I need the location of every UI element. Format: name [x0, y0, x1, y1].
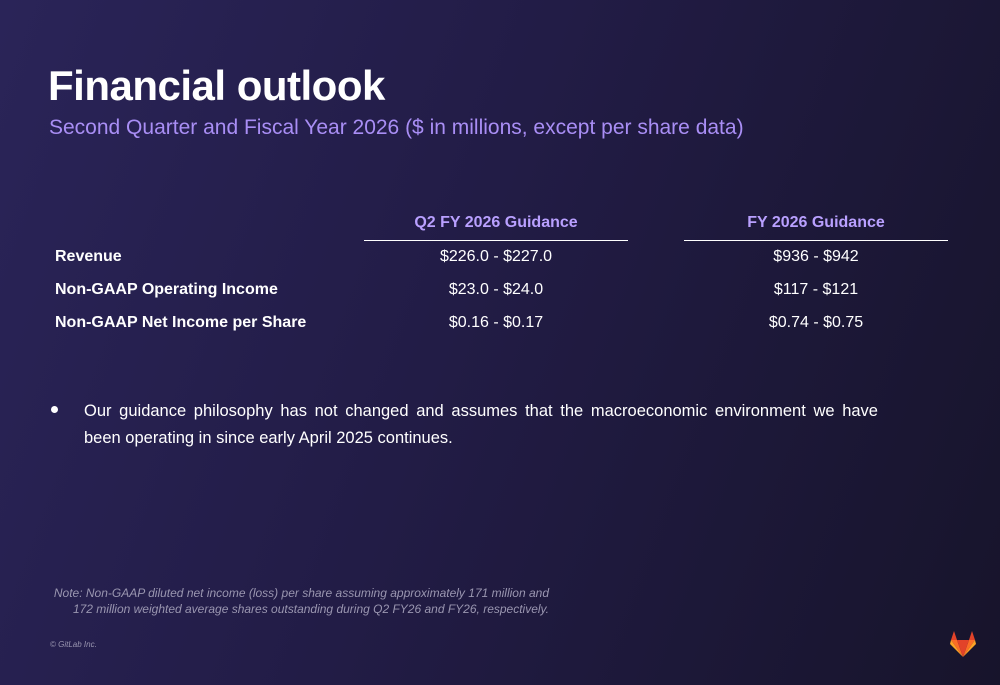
table-row: Revenue $226.0 - $227.0 $936 - $942	[0, 245, 1000, 269]
fy-value: $0.74 - $0.75	[768, 314, 864, 331]
page-title: Financial outlook	[48, 62, 385, 109]
gitlab-tanuki-icon	[950, 631, 976, 657]
footnote-line-1: Note: Non-GAAP diluted net income (loss)…	[53, 586, 549, 600]
bullet-dot-icon	[51, 406, 58, 413]
bullet-text: Our guidance philosophy has not changed …	[84, 402, 878, 447]
column-header-fy: FY 2026 Guidance	[684, 214, 948, 241]
logo-right-jaw	[963, 640, 976, 657]
table-row: Non-GAAP Operating Income $23.0 - $24.0 …	[0, 278, 1000, 302]
fy-value: $117 - $121	[773, 281, 859, 298]
footnote-line-2: 172 million weighted average shares outs…	[72, 602, 549, 616]
logo-left-ear	[951, 631, 957, 640]
logo-center	[957, 640, 969, 657]
q2-value: $23.0 - $24.0	[448, 281, 544, 298]
logo-left-jaw	[950, 640, 963, 657]
copyright: © GitLab Inc.	[50, 640, 97, 649]
q2-value: $0.16 - $0.17	[448, 314, 544, 331]
footnote: Note: Non-GAAP diluted net income (loss)…	[40, 585, 549, 617]
row-label: Non-GAAP Operating Income	[55, 281, 278, 298]
fy-value: $936 - $942	[773, 248, 859, 265]
row-label: Non-GAAP Net Income per Share	[55, 314, 307, 331]
row-label: Revenue	[55, 248, 122, 265]
column-header-q2: Q2 FY 2026 Guidance	[364, 214, 628, 241]
logo-right-ear	[969, 631, 975, 640]
q2-value: $226.0 - $227.0	[439, 248, 553, 265]
table-row: Non-GAAP Net Income per Share $0.16 - $0…	[0, 311, 1000, 335]
page-subtitle: Second Quarter and Fiscal Year 2026 ($ i…	[49, 116, 744, 139]
